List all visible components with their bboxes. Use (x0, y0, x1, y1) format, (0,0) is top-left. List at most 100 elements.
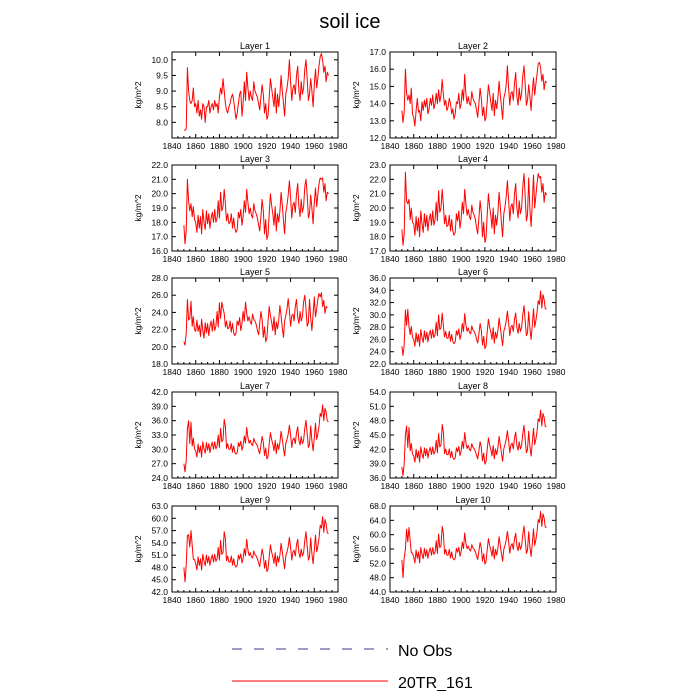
y-axis-label: kg/m^2 (351, 535, 361, 562)
x-tick-label: 1920 (475, 141, 494, 151)
plot-frame (389, 164, 557, 252)
y-tick-label: 45.0 (151, 575, 168, 585)
series-line-20tr-161 (401, 171, 547, 246)
y-tick-label: 57.0 (151, 526, 168, 536)
x-tick-label: 1840 (381, 141, 400, 151)
plot-frame (389, 391, 557, 479)
y-tick-label: 36.0 (369, 473, 386, 483)
y-tick-label: 19.0 (369, 217, 386, 227)
legend-label-20tr-161: 20TR_161 (398, 675, 473, 692)
y-axis-label: kg/m^2 (133, 307, 143, 334)
y-tick-label: 24.0 (151, 473, 168, 483)
y-tick-label: 60.0 (151, 513, 168, 523)
panel-title: Layer 7 (240, 381, 270, 391)
y-tick-label: 22.0 (151, 325, 168, 335)
panel-title: Layer 3 (240, 154, 270, 164)
x-tick-label: 1960 (523, 254, 542, 264)
x-tick-label: 1920 (257, 254, 276, 264)
y-tick-label: 9.0 (156, 86, 168, 96)
plot-frame (171, 505, 339, 593)
y-tick-label: 24.0 (151, 307, 168, 317)
panel-title: Layer 4 (458, 154, 488, 164)
x-tick-label: 1940 (499, 367, 518, 377)
x-tick-label: 1980 (329, 367, 348, 377)
y-axis-label: kg/m^2 (351, 421, 361, 448)
x-tick-label: 1940 (281, 254, 300, 264)
x-tick-label: 1880 (428, 481, 447, 491)
y-tick-label: 56.0 (369, 544, 386, 554)
x-tick-label: 1860 (404, 595, 423, 605)
y-tick-label: 27.0 (151, 459, 168, 469)
panel-title: Layer 6 (458, 267, 488, 277)
y-axis-label: kg/m^2 (351, 307, 361, 334)
x-tick-label: 1840 (381, 254, 400, 264)
x-tick-label: 1900 (452, 595, 471, 605)
x-tick-label: 1900 (234, 141, 253, 151)
y-tick-label: 36.0 (369, 273, 386, 283)
x-tick-label: 1940 (281, 481, 300, 491)
series-line-20tr-161 (183, 53, 329, 131)
y-tick-label: 54.0 (369, 387, 386, 397)
series-line-20tr-161 (183, 404, 329, 473)
panel-title: Layer 1 (240, 41, 270, 51)
y-tick-label: 52.0 (369, 558, 386, 568)
chart-panel-7: Layer 7 kg/m^2 1840 1860 1880 1900 1920 1940 196… (133, 381, 348, 491)
chart-panel-8: Layer 8 kg/m^2 1840 1860 1880 1900 1920 1940 196… (351, 381, 566, 491)
x-tick-label: 1880 (428, 367, 447, 377)
chart-panel-10: Layer 10 kg/m^2 1840 1860 1880 1900 1920 1940 19… (351, 495, 566, 605)
x-tick-label: 1940 (499, 481, 518, 491)
y-tick-label: 48.0 (369, 573, 386, 583)
y-tick-label: 20.0 (151, 342, 168, 352)
y-tick-label: 21.0 (369, 189, 386, 199)
y-tick-label: 44.0 (369, 587, 386, 597)
y-tick-label: 10.0 (151, 55, 168, 65)
y-tick-label: 48.0 (369, 416, 386, 426)
x-tick-label: 1900 (452, 254, 471, 264)
x-tick-label: 1920 (475, 481, 494, 491)
x-tick-label: 1960 (305, 481, 324, 491)
x-tick-label: 1880 (428, 254, 447, 264)
y-tick-label: 20.0 (151, 189, 168, 199)
x-tick-label: 1940 (281, 141, 300, 151)
x-tick-label: 1920 (475, 254, 494, 264)
x-tick-label: 1940 (281, 367, 300, 377)
y-tick-label: 68.0 (369, 501, 386, 511)
x-tick-label: 1960 (305, 595, 324, 605)
x-tick-label: 1880 (210, 141, 229, 151)
x-tick-label: 1900 (234, 595, 253, 605)
y-tick-label: 18.0 (369, 232, 386, 242)
y-axis-label: kg/m^2 (133, 535, 143, 562)
y-tick-label: 16.0 (369, 64, 386, 74)
y-tick-label: 8.5 (156, 102, 168, 112)
y-tick-label: 42.0 (151, 587, 168, 597)
y-tick-label: 30.0 (151, 444, 168, 454)
y-tick-label: 20.0 (369, 203, 386, 213)
x-tick-label: 1880 (428, 595, 447, 605)
y-tick-label: 30.0 (369, 310, 386, 320)
y-tick-label: 12.0 (369, 133, 386, 143)
plot-frame (389, 505, 557, 593)
y-tick-label: 28.0 (369, 322, 386, 332)
x-tick-label: 1980 (547, 481, 566, 491)
x-tick-label: 1980 (547, 141, 566, 151)
y-tick-label: 42.0 (369, 444, 386, 454)
x-tick-label: 1920 (257, 141, 276, 151)
legend-label-no-obs: No Obs (398, 643, 452, 660)
plot-frame (389, 277, 557, 365)
x-tick-label: 1900 (234, 367, 253, 377)
x-tick-label: 1840 (163, 141, 182, 151)
y-tick-label: 9.5 (156, 70, 168, 80)
chart-panel-3: Layer 3 kg/m^2 1840 1860 1880 1900 1920 1940 196… (133, 154, 348, 264)
x-tick-label: 1940 (281, 595, 300, 605)
y-tick-label: 16.0 (151, 246, 168, 256)
y-tick-label: 17.0 (369, 47, 386, 57)
series-line-20tr-161 (401, 409, 547, 477)
panels-group: Layer 1 kg/m^2 1840 1860 1880 1900 1920 1940 196… (133, 41, 566, 605)
y-tick-label: 36.0 (151, 416, 168, 426)
x-tick-label: 1840 (381, 481, 400, 491)
plot-frame (171, 391, 339, 479)
x-tick-label: 1880 (210, 254, 229, 264)
y-tick-label: 64.0 (369, 515, 386, 525)
x-tick-label: 1920 (475, 367, 494, 377)
x-tick-label: 1980 (329, 141, 348, 151)
